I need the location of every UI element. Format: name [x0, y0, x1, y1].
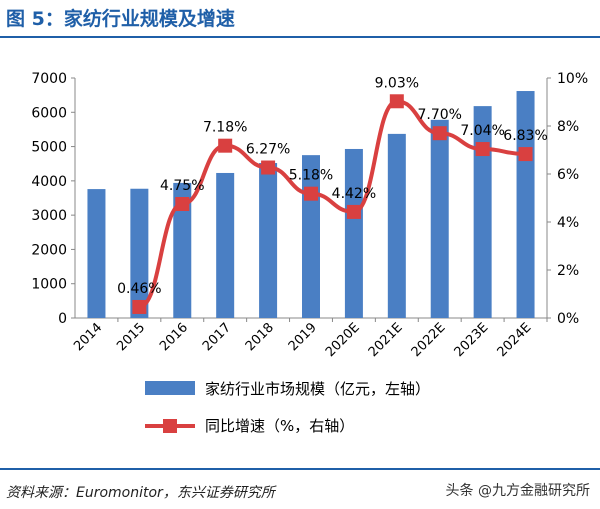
x-tick-label: 2019 — [286, 320, 320, 354]
x-tick-label: 2017 — [200, 320, 234, 354]
data-label: 5.18% — [289, 168, 333, 184]
data-label: 7.04% — [460, 123, 504, 139]
bar — [87, 189, 106, 318]
x-tick-label: 2024E — [495, 320, 535, 360]
growth-marker — [261, 160, 276, 175]
data-label: 6.27% — [246, 142, 290, 158]
x-tick-label: 2020E — [323, 320, 363, 360]
watermark: 头条 @九方金融研究所 — [445, 483, 590, 499]
bar — [473, 106, 492, 318]
source-note: 资料来源：Euromonitor，东兴证券研究所 — [6, 485, 275, 501]
x-tick-label: 2023E — [452, 320, 492, 360]
growth-marker — [132, 299, 147, 314]
left-tick-label: 3000 — [31, 208, 67, 224]
legend-bar-label: 家纺行业市场规模（亿元，左轴） — [205, 380, 430, 398]
right-tick-label: 4% — [557, 215, 579, 231]
bar — [387, 133, 406, 318]
x-tick-label: 2022E — [409, 320, 449, 360]
left-tick-label: 2000 — [31, 242, 67, 258]
growth-line — [138, 99, 526, 309]
x-tick-label: 2015 — [114, 320, 148, 354]
bar — [216, 172, 235, 318]
x-tick-label: 2014 — [71, 320, 105, 354]
data-label: 6.83% — [503, 128, 547, 144]
bar — [259, 163, 278, 318]
title-divider — [0, 36, 600, 38]
right-tick-label: 0% — [557, 311, 579, 327]
bar — [130, 188, 149, 318]
bar — [516, 91, 535, 319]
left-tick-label: 1000 — [31, 277, 67, 293]
data-label: 4.75% — [160, 178, 204, 194]
right-tick-label: 8% — [557, 119, 579, 135]
growth-marker — [218, 138, 233, 153]
x-tick-label: 2016 — [157, 320, 191, 354]
bar — [173, 182, 192, 318]
x-tick-label: 2021E — [366, 320, 406, 360]
data-label: 9.03% — [375, 75, 419, 91]
bar — [344, 148, 363, 318]
data-label: 4.42% — [332, 186, 376, 202]
legend-bar-swatch — [145, 381, 195, 395]
growth-marker — [346, 204, 361, 219]
right-tick-label: 2% — [557, 263, 579, 279]
bar — [430, 119, 449, 318]
data-label: 0.46% — [117, 281, 161, 297]
growth-marker — [389, 94, 404, 109]
right-tick-label: 6% — [557, 167, 579, 183]
left-tick-label: 4000 — [31, 174, 67, 190]
left-tick-label: 7000 — [31, 71, 67, 87]
growth-marker — [475, 142, 490, 157]
right-tick-label: 10% — [557, 71, 588, 87]
growth-marker — [518, 147, 533, 162]
growth-marker — [432, 126, 447, 141]
data-label: 7.70% — [417, 107, 461, 123]
left-tick-label: 0 — [58, 311, 67, 327]
left-tick-label: 6000 — [31, 105, 67, 121]
legend-line-marker — [163, 419, 177, 433]
data-label: 7.18% — [203, 120, 247, 136]
figure-title: 图 5：家纺行业规模及增速 — [6, 8, 235, 30]
chart: 0 1000 2000 3000 4000 5000 6000 7000 0% 2% 4% 6% 8% 1… — [31, 71, 588, 435]
left-tick-label: 5000 — [31, 140, 67, 156]
legend-line-label: 同比增速（%，右轴） — [205, 417, 354, 435]
footer-divider — [0, 468, 600, 470]
growth-marker — [304, 186, 318, 201]
x-tick-label: 2018 — [243, 320, 277, 354]
growth-marker — [175, 197, 190, 211]
